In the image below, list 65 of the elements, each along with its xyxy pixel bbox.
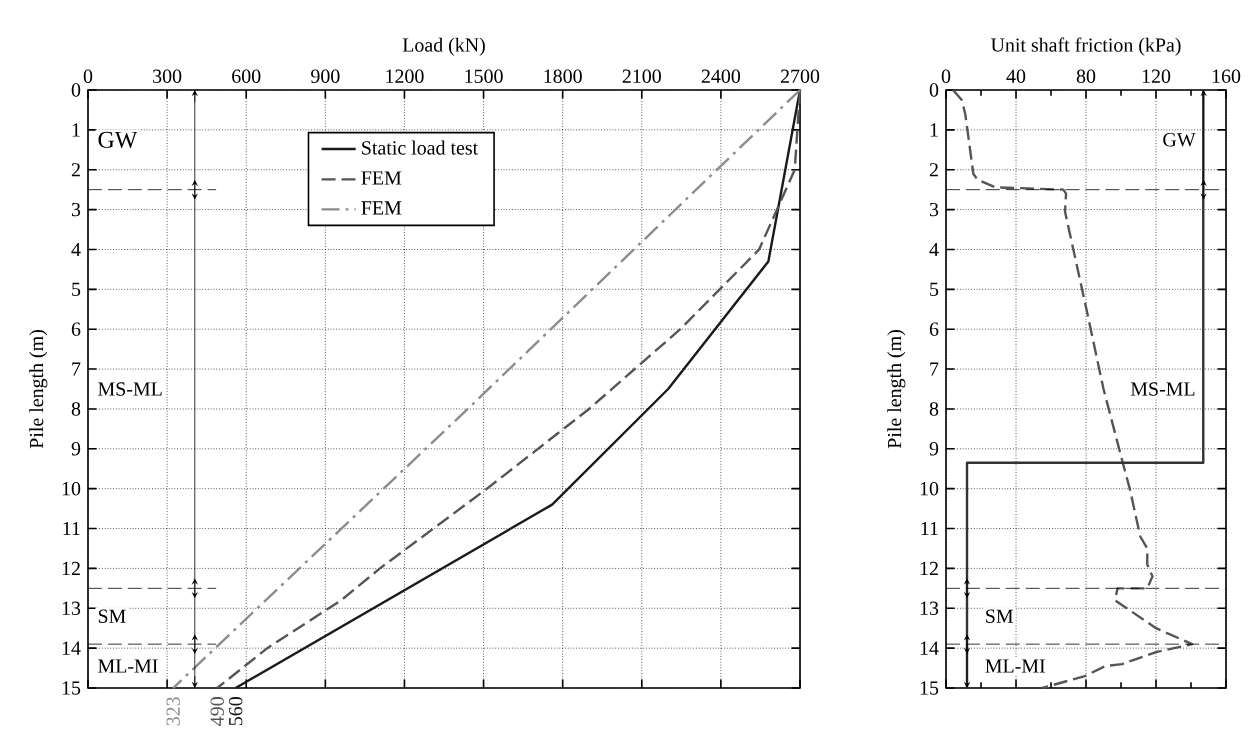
x-tick-label: 600 bbox=[232, 69, 261, 83]
y-tick-label: 11 bbox=[921, 521, 938, 536]
y-tick-label: 3 bbox=[929, 202, 939, 217]
annotation: 323 bbox=[166, 697, 180, 726]
y-tick-label: 0 bbox=[71, 83, 81, 97]
y-tick-label: 6 bbox=[929, 322, 939, 336]
y-tick-label: 10 bbox=[920, 481, 939, 496]
x-tick-label: 120 bbox=[1142, 69, 1171, 83]
x-tick-label: 160 bbox=[1212, 69, 1241, 83]
x-tick-label: 1800 bbox=[544, 69, 582, 83]
annotation: SM bbox=[986, 609, 1014, 623]
x-tick-label: 1500 bbox=[465, 69, 503, 83]
y-tick-label: 14 bbox=[62, 641, 81, 655]
x-tick-label: 0 bbox=[941, 69, 951, 83]
x-tick-label: 300 bbox=[153, 69, 182, 83]
x-tick-label: 1200 bbox=[386, 69, 424, 83]
y-tick-label: 12 bbox=[920, 561, 938, 575]
annotation: GW bbox=[98, 131, 138, 148]
y-tick-label: 7 bbox=[72, 362, 81, 376]
y-tick-label: 13 bbox=[62, 601, 81, 615]
y-tick-label: 4 bbox=[929, 242, 939, 257]
x-tick-label: 0 bbox=[83, 69, 93, 83]
y-tick-label: 1 bbox=[930, 123, 938, 137]
x-tick-label: 80 bbox=[1076, 69, 1096, 83]
y-tick-label: 7 bbox=[930, 362, 939, 376]
annotation: MS-ML bbox=[98, 382, 162, 396]
annotation: GW bbox=[1163, 133, 1196, 147]
y-tick-label: 5 bbox=[72, 282, 81, 296]
y-tick-label: 2 bbox=[929, 163, 938, 177]
y-tick-label: 9 bbox=[929, 442, 939, 456]
y-axis-title: Pile length (m) bbox=[887, 330, 906, 449]
y-tick-label: 1 bbox=[72, 123, 80, 137]
x-tick-label: 40 bbox=[1006, 69, 1026, 83]
y-tick-label: 8 bbox=[71, 402, 81, 416]
annotation: ML-MI bbox=[98, 659, 158, 673]
y-tick-label: 2 bbox=[71, 163, 80, 177]
y-axis-title: Pile length (m) bbox=[29, 330, 48, 449]
y-tick-label: 9 bbox=[71, 442, 81, 456]
legend-label: Static load test bbox=[362, 140, 479, 155]
legend-label: FEM bbox=[361, 201, 402, 215]
y-tick-label: 13 bbox=[920, 601, 939, 615]
y-tick-label: 11 bbox=[63, 521, 80, 536]
y-tick-label: 6 bbox=[71, 322, 81, 336]
y-tick-label: 3 bbox=[71, 202, 81, 217]
x-axis-title: Load (kN) bbox=[402, 37, 485, 56]
y-tick-label: 4 bbox=[71, 242, 81, 257]
annotation: 560 bbox=[228, 697, 243, 726]
legend-label: FEM bbox=[361, 171, 402, 185]
x-axis-title: Unit shaft friction (kPa) bbox=[990, 37, 1181, 56]
y-tick-label: 14 bbox=[920, 641, 939, 655]
x-tick-label: 2100 bbox=[622, 69, 661, 83]
annotation: 490 bbox=[210, 697, 224, 726]
y-tick-label: 8 bbox=[929, 402, 939, 416]
y-tick-label: 0 bbox=[929, 83, 939, 97]
annotation: ML-MI bbox=[985, 659, 1045, 673]
y-tick-label: 15 bbox=[62, 681, 81, 695]
x-tick-label: 2700 bbox=[780, 69, 820, 83]
y-tick-label: 10 bbox=[62, 481, 81, 496]
y-tick-label: 5 bbox=[930, 282, 939, 296]
y-tick-label: 15 bbox=[920, 681, 939, 695]
annotation: SM bbox=[98, 609, 126, 623]
annotation: MS-ML bbox=[1130, 382, 1195, 396]
x-tick-label: 900 bbox=[311, 69, 340, 83]
x-tick-label: 2400 bbox=[701, 69, 741, 83]
y-tick-label: 12 bbox=[62, 561, 80, 575]
